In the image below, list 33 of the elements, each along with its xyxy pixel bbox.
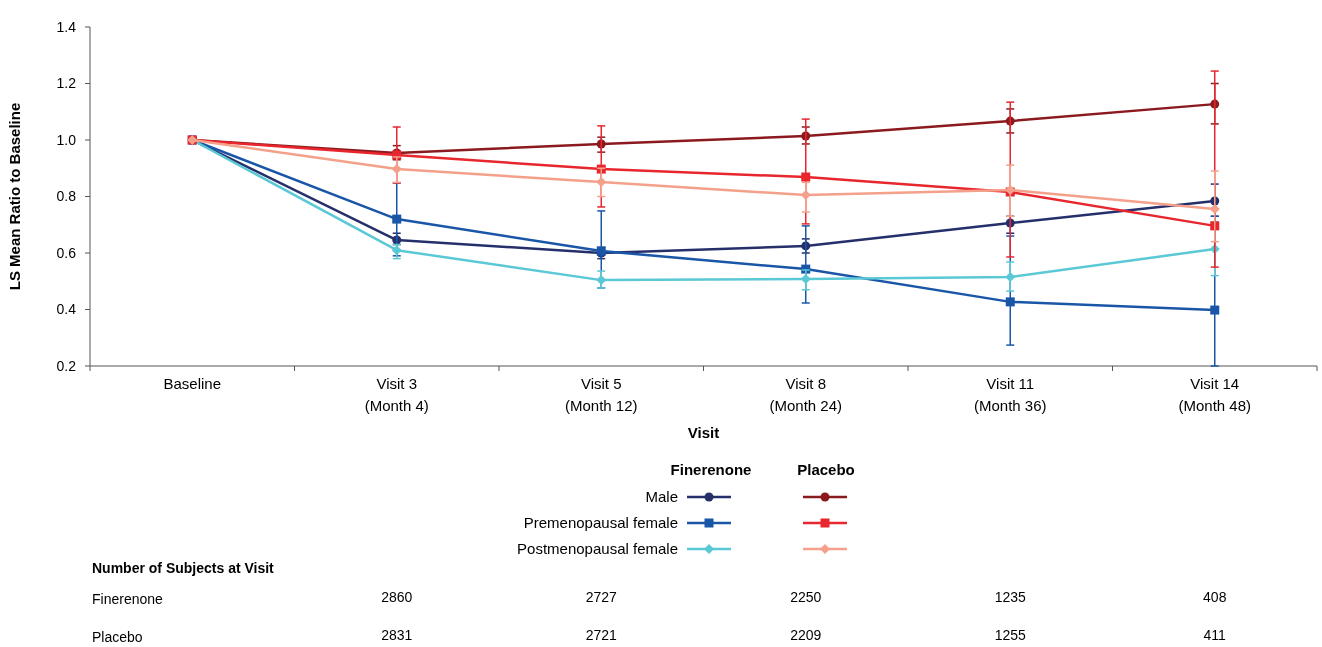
y-tick-label: 0.6 bbox=[56, 244, 77, 261]
text: Placebo bbox=[92, 629, 143, 645]
text: 2250 bbox=[790, 589, 822, 605]
x-tick-label: Baseline bbox=[163, 375, 222, 392]
y-axis-title: LS Mean Ratio to Baseline bbox=[6, 102, 23, 291]
text: 1255 bbox=[994, 627, 1027, 643]
x-tick-label: Visit 3 (Month 4) bbox=[364, 375, 429, 414]
text: Finerenone bbox=[670, 461, 752, 478]
legend-label: Premenopausal female bbox=[523, 514, 678, 532]
y-tick-label: 1.2 bbox=[56, 75, 77, 92]
text: Finerenone bbox=[92, 591, 164, 607]
x-tick-label: Visit 5 (Month 12) bbox=[564, 375, 638, 414]
x-tick-label: Visit 14 (Month 48) bbox=[1178, 375, 1252, 414]
y-tick-label: 1.4 bbox=[56, 18, 77, 35]
y-tick-label: 0.8 bbox=[56, 188, 77, 205]
text: 2860 bbox=[381, 589, 413, 605]
text: 2721 bbox=[585, 627, 618, 643]
text: Number of Subjects at Visit bbox=[92, 560, 275, 576]
text: 2831 bbox=[381, 627, 413, 643]
text: Placebo bbox=[797, 461, 855, 478]
text: 408 bbox=[1203, 589, 1227, 605]
text: 2209 bbox=[790, 627, 822, 643]
x-tick-label: Visit 8 (Month 24) bbox=[769, 375, 843, 414]
y-tick-label: 0.2 bbox=[56, 357, 77, 374]
x-tick-label: Visit 11 (Month 36) bbox=[973, 375, 1047, 414]
y-tick-label: 0.4 bbox=[56, 301, 77, 318]
x-axis-title: Visit bbox=[687, 424, 720, 441]
legend-label: Postmenopausal female bbox=[517, 540, 678, 558]
text: 1235 bbox=[994, 589, 1027, 605]
text: 2727 bbox=[585, 589, 618, 605]
text: 411 bbox=[1203, 627, 1227, 643]
legend-label: Male bbox=[645, 488, 678, 506]
y-tick-label: 1.0 bbox=[56, 131, 77, 148]
